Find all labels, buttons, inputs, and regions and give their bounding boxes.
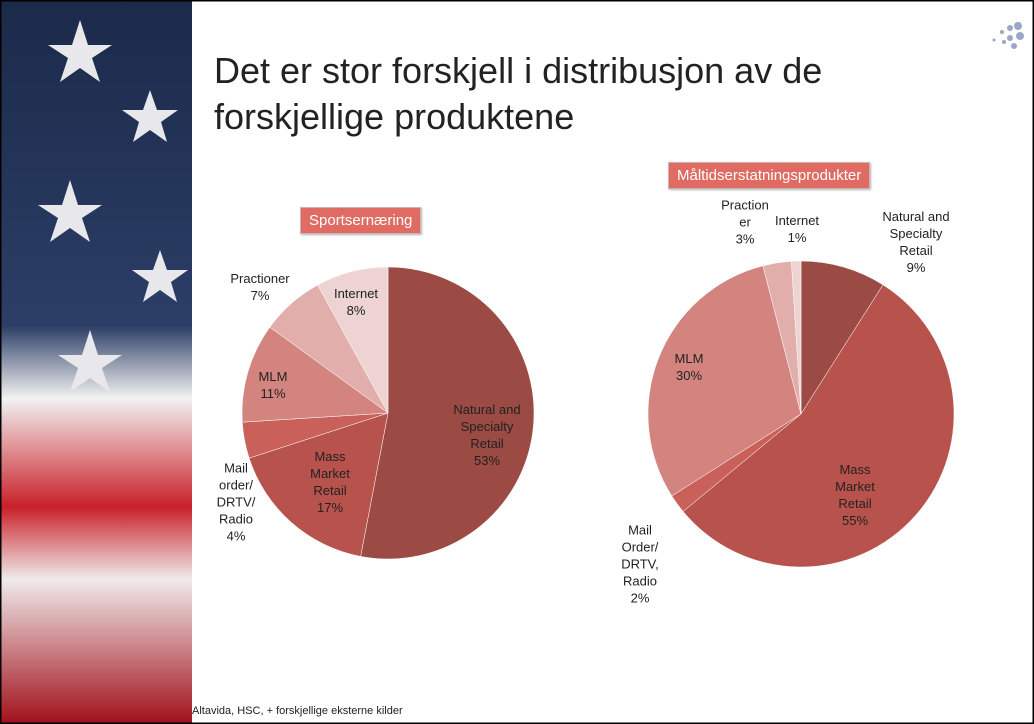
category-label: Mail order/ DRTV/ Radio — [211, 460, 261, 528]
value-label: 55% — [820, 512, 890, 529]
category-label: MLM — [664, 350, 714, 367]
value-label: 53% — [452, 452, 522, 469]
value-label: 2% — [612, 590, 668, 607]
chart-title: Måltidserstatningsprodukter — [668, 162, 870, 189]
category-label: Mail Order/ DRTV, Radio — [612, 522, 668, 590]
category-label: Mass Market Retail — [820, 461, 890, 512]
value-label: 11% — [248, 385, 298, 402]
value-label: 7% — [229, 287, 291, 304]
category-label: Natural and Specialty Retail — [452, 401, 522, 452]
logo-dots — [993, 22, 1025, 49]
value-label: 4% — [211, 528, 261, 545]
slide: Det er stor forskjell i distribusjon av … — [0, 0, 1034, 724]
category-label: Practioner — [229, 270, 291, 287]
value-label: 1% — [762, 229, 832, 246]
value-label: 9% — [876, 259, 956, 276]
slide-title: Det er stor forskjell i distribusjon av … — [214, 48, 934, 140]
value-label: 17% — [295, 499, 365, 516]
category-label: Mass Market Retail — [295, 448, 365, 499]
category-label: MLM — [248, 368, 298, 385]
chart-title: Sportsernæring — [300, 207, 421, 234]
value-label: 30% — [664, 367, 714, 384]
category-label: Internet — [762, 212, 832, 229]
source-note: Altavida, HSC, + forskjellige eksterne k… — [192, 705, 403, 717]
value-label: 8% — [326, 302, 386, 319]
category-label: Natural and Specialty Retail — [876, 208, 956, 259]
category-label: Internet — [326, 285, 386, 302]
